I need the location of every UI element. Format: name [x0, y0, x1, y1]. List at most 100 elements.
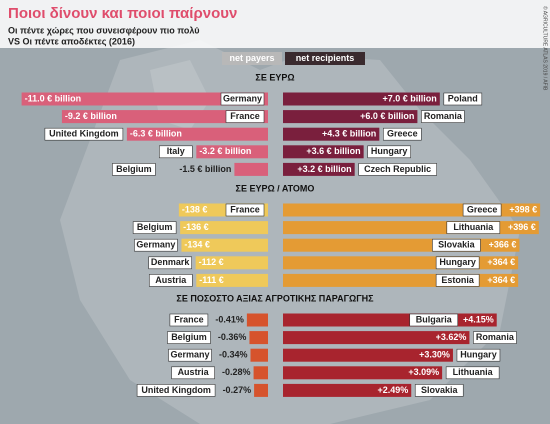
value-label: +3.2 € billion — [297, 164, 351, 174]
country-label-box — [148, 274, 193, 287]
country-label: France — [174, 314, 204, 324]
bar — [283, 256, 519, 270]
country-label: Bulgaria — [416, 314, 453, 324]
country-label: Italy — [167, 146, 185, 156]
country-label-box — [456, 348, 501, 362]
legend-swatch — [222, 52, 282, 65]
value-label: -111 € — [199, 275, 224, 285]
country-label-box — [462, 203, 502, 217]
country-label: United Kingdom — [141, 385, 211, 395]
country-label: Greece — [387, 129, 418, 139]
country-label: Estonia — [441, 275, 475, 285]
country-label: Germany — [170, 350, 209, 360]
country-label-box — [367, 145, 411, 159]
bar — [283, 348, 453, 362]
bar — [283, 331, 470, 345]
country-label-box — [432, 238, 481, 252]
subtitle: Οι πέντε χώρες που συνεισφέρουν πιο πολύ — [8, 25, 200, 35]
country-label: Lithuania — [453, 367, 494, 377]
value-label: +398 € — [509, 204, 537, 214]
subtitle: VS Οι πέντε αποδέκτες (2016) — [8, 36, 135, 46]
bar — [246, 313, 268, 327]
country-label-box — [435, 256, 480, 270]
country-label: Belgium — [137, 222, 173, 232]
value-label: -0.36% — [218, 332, 247, 342]
country-label-box — [383, 127, 422, 141]
country-label-box — [159, 145, 193, 159]
bar — [234, 162, 268, 176]
country-label-box — [169, 313, 209, 327]
country-label-box — [167, 331, 211, 344]
bar — [283, 110, 418, 124]
country-label: Germany — [136, 240, 175, 250]
bar — [195, 256, 268, 270]
country-label: Germany — [223, 93, 262, 103]
section-title: ΣΕ ΕΥΡΩ / ΑΤΟΜΟ — [236, 183, 315, 193]
country-label: Hungary — [439, 257, 476, 267]
country-label: Austria — [178, 367, 210, 377]
country-label: United Kingdom — [49, 129, 119, 139]
bar — [126, 127, 268, 141]
legend-swatch — [285, 52, 365, 65]
value-label: +366 € — [489, 240, 517, 250]
bar — [250, 348, 268, 362]
country-label: Greece — [467, 204, 498, 214]
value-label: +364 € — [487, 275, 515, 285]
value-label: -9.2 € billion — [65, 111, 117, 121]
value-label: -112 € — [199, 257, 224, 267]
bar — [61, 110, 268, 124]
country-label: Austria — [155, 275, 187, 285]
country-label-box — [132, 221, 177, 234]
country-label: Poland — [448, 93, 478, 103]
value-label: +2.49% — [377, 385, 408, 395]
bar — [283, 273, 519, 287]
bar — [283, 203, 541, 217]
country-label-box — [112, 163, 156, 176]
bar — [283, 383, 412, 397]
country-label-box — [134, 238, 178, 252]
bar — [180, 221, 268, 235]
bar — [196, 273, 268, 287]
bar — [249, 331, 268, 345]
bar — [283, 221, 539, 235]
value-label: -0.28% — [222, 367, 251, 377]
country-label: Denmark — [151, 257, 191, 267]
country-label-box — [225, 110, 265, 123]
country-label-box — [473, 331, 517, 344]
value-label: +3.09% — [408, 367, 439, 377]
bar — [196, 145, 268, 159]
country-label: Hungary — [460, 350, 497, 360]
country-label-box — [136, 384, 216, 397]
country-label: Belgium — [116, 164, 152, 174]
country-label-box — [445, 366, 500, 380]
country-label: Hungary — [371, 146, 408, 156]
bar — [253, 366, 268, 380]
country-label: Slovakia — [438, 240, 476, 250]
value-label: +4.15% — [463, 314, 494, 324]
value-label: +3.6 € billion — [306, 146, 360, 156]
header-band — [0, 0, 550, 48]
country-label: Lithuania — [453, 222, 494, 232]
value-label: -11.0 € billion — [25, 93, 82, 103]
value-label: +364 € — [487, 257, 515, 267]
country-label: France — [230, 204, 260, 214]
bar — [283, 162, 355, 176]
country-label-box — [446, 221, 501, 234]
value-label: -6.3 € billion — [130, 129, 182, 139]
value-label: +396 € — [508, 222, 536, 232]
country-label-box — [225, 203, 265, 217]
country-label: France — [230, 111, 260, 121]
country-label-box — [44, 127, 124, 141]
value-label: -3.2 € billion — [199, 146, 251, 156]
country-label: Romania — [476, 332, 515, 342]
country-label-box — [168, 348, 212, 362]
value-label: -136 € — [183, 222, 209, 232]
value-label: +4.3 € billion — [322, 129, 376, 139]
credit: © AGRICULTURE ATLAS 2019 / AFIB — [542, 6, 549, 91]
value-label: +7.0 € billion — [383, 93, 437, 103]
bar — [21, 92, 268, 106]
bar — [283, 238, 520, 252]
country-label-box — [409, 313, 459, 327]
country-label: Belgium — [171, 332, 207, 342]
